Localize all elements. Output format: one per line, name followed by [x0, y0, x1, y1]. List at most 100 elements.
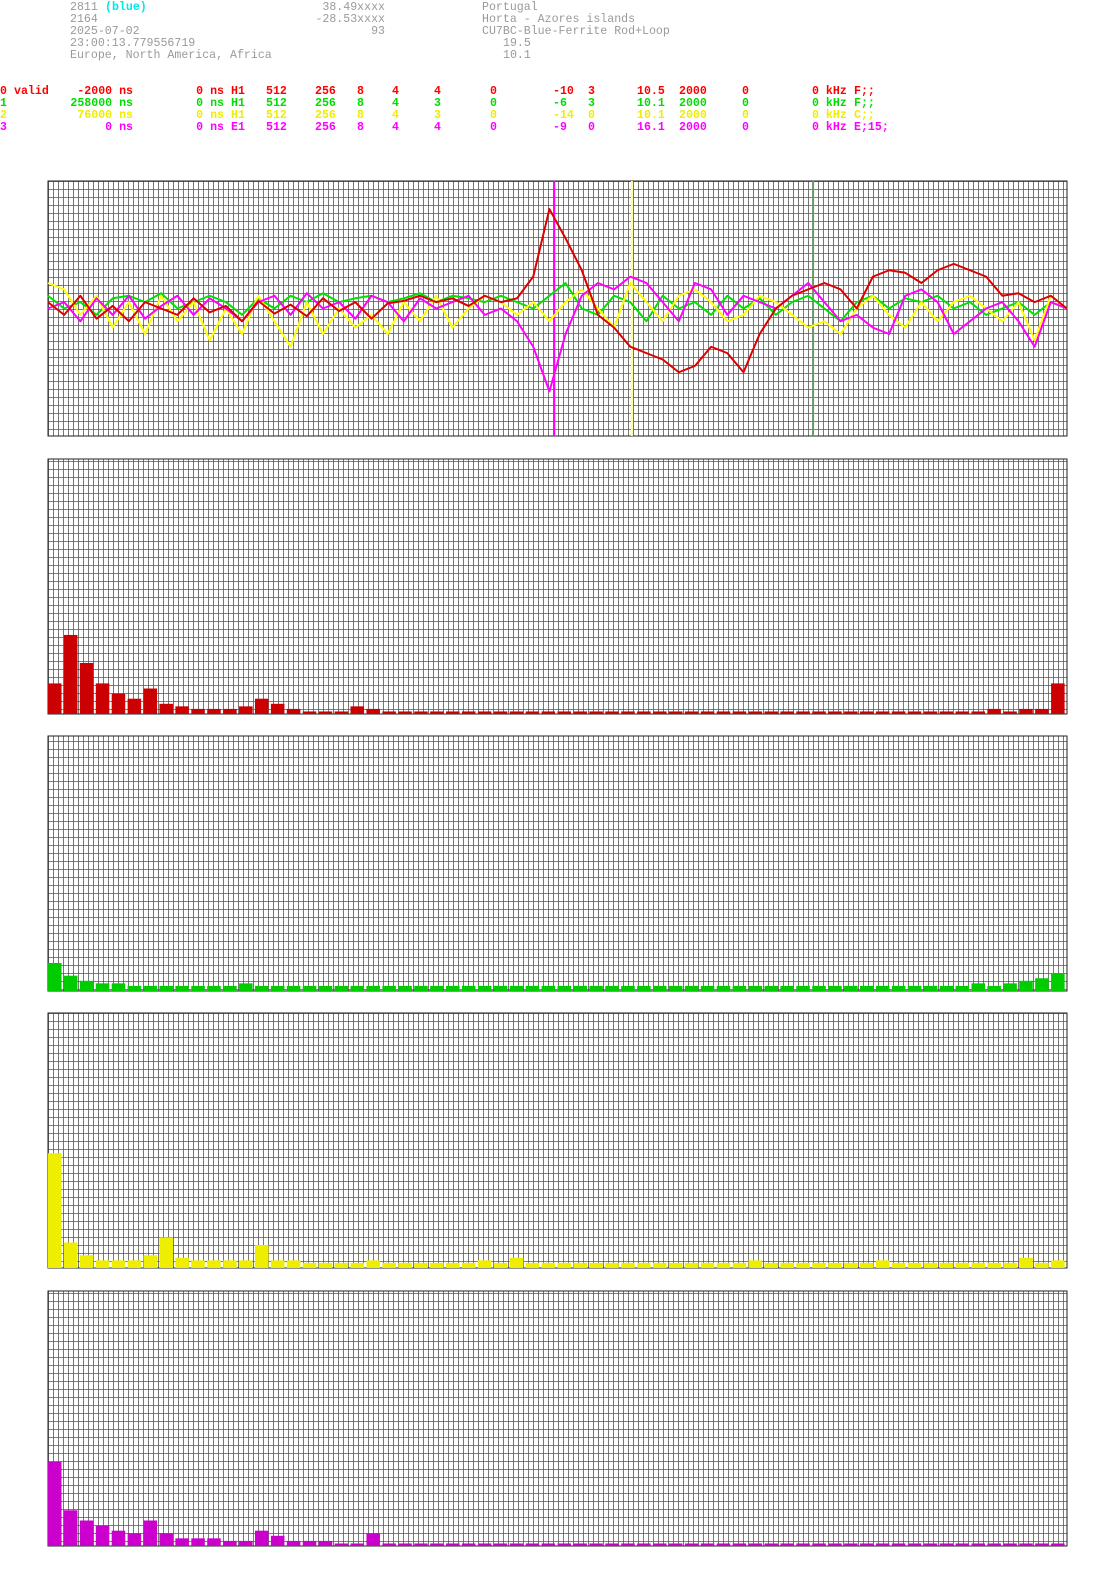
spectrum-bar: [414, 1543, 428, 1546]
spectrum-bar: [621, 711, 635, 714]
spectrum-bar: [732, 985, 747, 991]
spectrum-bar: [1003, 1262, 1017, 1268]
spectrum-bar: [844, 1543, 858, 1546]
spectrum-bar: [270, 1535, 285, 1546]
channel-cell: 512: [266, 97, 287, 110]
spectrum-bar: [286, 708, 301, 714]
channel-cell: H1: [231, 97, 245, 110]
spectrum-bar: [732, 1262, 747, 1268]
spectrum-bar: [844, 985, 858, 991]
spectrum-bar: [111, 1530, 126, 1546]
spectrum-bar: [525, 711, 540, 714]
spectrum-bar: [1019, 1257, 1033, 1268]
spectrum-bar: [223, 1540, 237, 1546]
spectrum-bar: [1051, 1260, 1065, 1268]
value-a: 19.5: [503, 37, 531, 50]
channel-cell: 0: [490, 97, 497, 110]
channel-cell: 0: [490, 121, 497, 134]
spectrum-bar: [175, 985, 189, 991]
waveform: [47, 275, 1068, 393]
spectrum-bar: [573, 985, 587, 991]
spectrum-bar: [175, 1257, 189, 1268]
spectrum-bar: [302, 985, 317, 991]
spectrum-bar: [430, 1543, 444, 1546]
spectrum-bar: [907, 1543, 922, 1546]
spectrum-bar: [700, 985, 715, 991]
station: 2811: [70, 1, 98, 14]
spectrum-bar: [605, 985, 619, 991]
spectrum-bar: [987, 1262, 1001, 1268]
channel-cell: -14: [553, 109, 574, 122]
spectrum-bar: [844, 711, 858, 714]
channel-cell: 0 ns: [196, 85, 224, 98]
spectrum-bar: [286, 985, 301, 991]
spectrum-bar: [302, 1262, 317, 1268]
spectrum-bar: [637, 985, 651, 991]
spectrum-bar: [748, 711, 763, 714]
spectrum-bar: [254, 698, 269, 714]
spectrum-bar: [366, 708, 380, 714]
spectrum-bar: [955, 985, 970, 991]
spectrum-bar: [1051, 973, 1065, 991]
spectrum-bar: [48, 962, 62, 991]
spectrum-bar: [398, 1262, 412, 1268]
spectrum-bar: [79, 663, 94, 714]
spectrum-bar: [446, 1262, 460, 1268]
country: Portugal: [482, 1, 538, 14]
spectrum-bar: [350, 985, 365, 991]
value-b: 10.1: [503, 49, 531, 62]
spectrum-bar: [1003, 983, 1017, 991]
spectrum-bar: [1003, 1543, 1017, 1546]
spectrum-bar: [318, 1262, 333, 1268]
spectrum-bar: [860, 985, 874, 991]
channel-cell: 4: [434, 121, 441, 134]
spectrum-bar: [1003, 711, 1017, 714]
channel-cell: 0 ns: [196, 109, 224, 122]
spectrum-bar: [79, 980, 94, 991]
spectrum-bar: [812, 1543, 826, 1546]
spectrum-bar: [621, 1543, 635, 1546]
channel-cell: 8: [357, 121, 364, 134]
spectrum-bar: [334, 711, 349, 714]
spectrum-bar: [446, 1543, 460, 1546]
spectrum-bar: [939, 1543, 954, 1546]
spectrum-bar: [987, 985, 1001, 991]
spectrum-bar: [939, 711, 954, 714]
spectrum-bar: [860, 1543, 874, 1546]
region: Europe, North America, Africa: [70, 49, 272, 62]
spectrum-bar: [668, 985, 683, 991]
spectrum-bar: [796, 711, 810, 714]
spectrum-bar: [461, 1543, 476, 1546]
channel-cell: F;;: [854, 85, 875, 98]
spectrum-bar: [414, 985, 428, 991]
spectrum-bar: [318, 711, 333, 714]
spectrum-bar: [493, 1543, 508, 1546]
spectrum-bar: [891, 1543, 906, 1546]
spectrum-bar: [95, 1525, 110, 1546]
channel-cell: 4: [392, 97, 399, 110]
spectrum-bar: [971, 1262, 986, 1268]
spectrum-bar: [461, 711, 476, 714]
spectrum-bar: [430, 1262, 444, 1268]
channel-cell: 0 kHz: [812, 97, 847, 110]
spectrum-bar: [589, 1543, 603, 1546]
spectrum-bar: [732, 711, 747, 714]
spectrum-bar: [589, 985, 603, 991]
spectrum-bar: [509, 1257, 524, 1268]
channel-cell: 10.1: [637, 97, 665, 110]
channel-number: 2: [0, 109, 7, 122]
altitude: 93: [371, 25, 385, 38]
spectrum-bar: [95, 983, 110, 991]
spectrum-bar: [143, 688, 158, 714]
spectrum-bar: [668, 1262, 683, 1268]
channel-cell: 3: [434, 97, 441, 110]
spectrum-bar: [509, 711, 524, 714]
channel-cell: 0 ns: [105, 121, 133, 134]
panel: [47, 735, 1068, 992]
spectrum-bar: [95, 683, 110, 714]
spectrum-bar: [716, 711, 731, 714]
channel-cell: 0: [490, 109, 497, 122]
spectrum-bar: [653, 1262, 667, 1268]
spectrum-bar: [684, 1543, 699, 1546]
channel-cell: 4: [392, 109, 399, 122]
